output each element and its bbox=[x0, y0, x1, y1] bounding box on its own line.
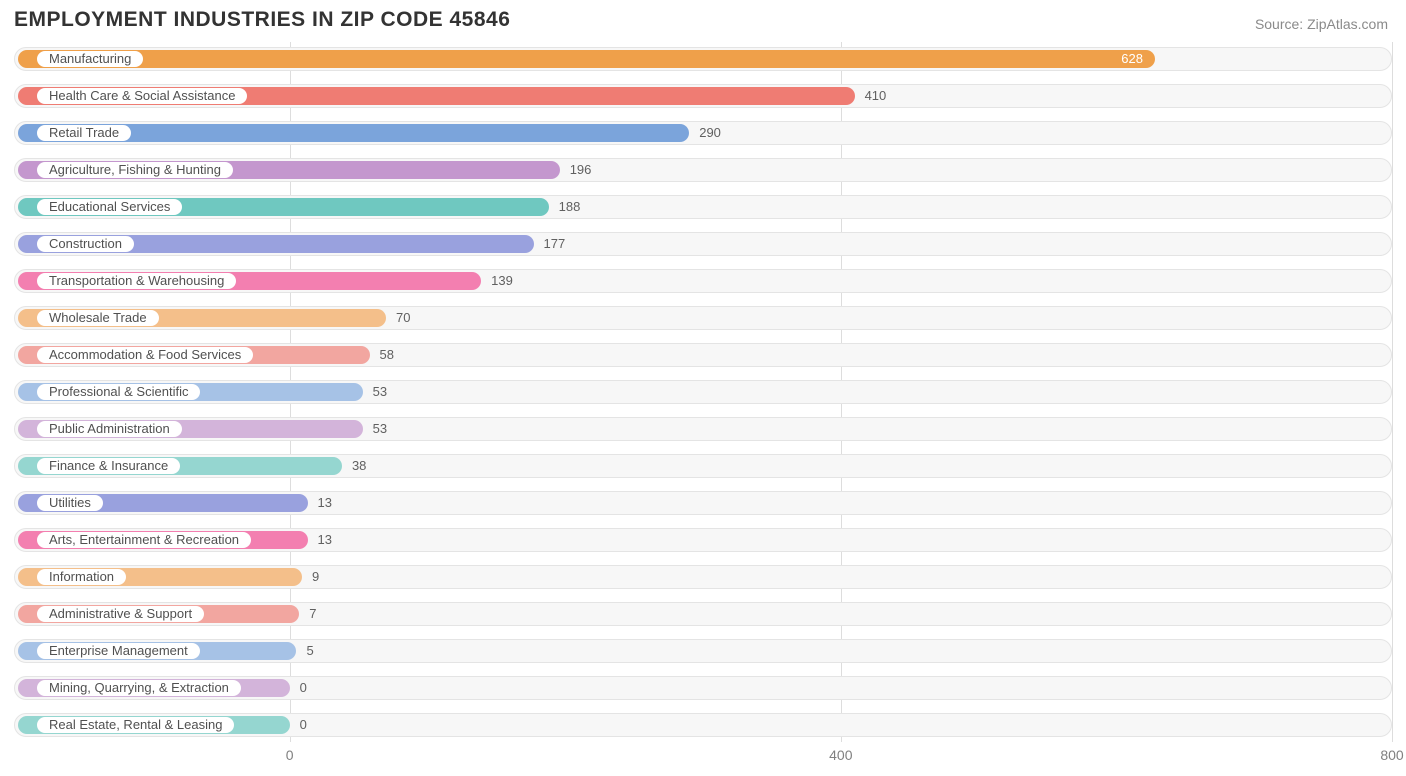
bar-value: 177 bbox=[544, 235, 566, 253]
bar-label: Arts, Entertainment & Recreation bbox=[36, 531, 252, 549]
bar-value: 196 bbox=[570, 161, 592, 179]
bar-value: 38 bbox=[352, 457, 366, 475]
bar-row: Manufacturing 628 bbox=[14, 44, 1392, 74]
bar-row: Enterprise Management 5 bbox=[14, 636, 1392, 666]
bar-value: 13 bbox=[318, 494, 332, 512]
bar-row: Educational Services 188 bbox=[14, 192, 1392, 222]
bar-fill bbox=[18, 50, 1155, 68]
bar-row: Construction 177 bbox=[14, 229, 1392, 259]
bar-row: Utilities 13 bbox=[14, 488, 1392, 518]
bar-row: Public Administration 53 bbox=[14, 414, 1392, 444]
bar-label: Information bbox=[36, 568, 127, 586]
chart-source: Source: ZipAtlas.com bbox=[1255, 16, 1388, 32]
bar-value: 58 bbox=[380, 346, 394, 364]
chart-bars: Manufacturing 628 Health Care & Social Ass… bbox=[14, 42, 1392, 740]
bar-row: Professional & Scientific 53 bbox=[14, 377, 1392, 407]
bar-value: 139 bbox=[491, 272, 513, 290]
bar-value: 13 bbox=[318, 531, 332, 549]
bar-label: Retail Trade bbox=[36, 124, 132, 142]
bar-value: 53 bbox=[373, 383, 387, 401]
bar-row: Real Estate, Rental & Leasing 0 bbox=[14, 710, 1392, 740]
bar-row: Administrative & Support 7 bbox=[14, 599, 1392, 629]
bar-label: Accommodation & Food Services bbox=[36, 346, 254, 364]
bar-row: Agriculture, Fishing & Hunting 196 bbox=[14, 155, 1392, 185]
bar-label: Agriculture, Fishing & Hunting bbox=[36, 161, 234, 179]
bar-label: Public Administration bbox=[36, 420, 183, 438]
bar-value: 70 bbox=[396, 309, 410, 327]
bar-label: Professional & Scientific bbox=[36, 383, 201, 401]
bar-row: Finance & Insurance 38 bbox=[14, 451, 1392, 481]
bar-row: Accommodation & Food Services 58 bbox=[14, 340, 1392, 370]
bar-label: Finance & Insurance bbox=[36, 457, 181, 475]
bar-row: Arts, Entertainment & Recreation 13 bbox=[14, 525, 1392, 555]
bar-row: Wholesale Trade 70 bbox=[14, 303, 1392, 333]
bar-row: Transportation & Warehousing 139 bbox=[14, 266, 1392, 296]
bar-label: Utilities bbox=[36, 494, 104, 512]
bar-value: 5 bbox=[306, 642, 313, 660]
bar-label: Enterprise Management bbox=[36, 642, 201, 660]
bar-value: 53 bbox=[373, 420, 387, 438]
bar-value: 9 bbox=[312, 568, 319, 586]
bar-label: Administrative & Support bbox=[36, 605, 205, 623]
bar-label: Construction bbox=[36, 235, 135, 253]
bar-value: 7 bbox=[309, 605, 316, 623]
x-axis: 0400800 bbox=[14, 747, 1392, 771]
bar-value: 290 bbox=[699, 124, 721, 142]
bar-label: Manufacturing bbox=[36, 50, 144, 68]
bar-row: Information 9 bbox=[14, 562, 1392, 592]
bar-row: Health Care & Social Assistance 410 bbox=[14, 81, 1392, 111]
x-tick: 800 bbox=[1380, 747, 1403, 763]
bar-value: 410 bbox=[865, 87, 887, 105]
bar-label: Real Estate, Rental & Leasing bbox=[36, 716, 235, 734]
bar-row: Retail Trade 290 bbox=[14, 118, 1392, 148]
chart-area: Manufacturing 628 Health Care & Social Ass… bbox=[14, 42, 1392, 742]
bar-label: Wholesale Trade bbox=[36, 309, 160, 327]
x-tick: 400 bbox=[829, 747, 852, 763]
bar-value: 0 bbox=[300, 716, 307, 734]
bar-label: Mining, Quarrying, & Extraction bbox=[36, 679, 242, 697]
gridline bbox=[1392, 42, 1393, 742]
bar-label: Educational Services bbox=[36, 198, 183, 216]
bar-value: 0 bbox=[300, 679, 307, 697]
x-tick: 0 bbox=[286, 747, 294, 763]
bar-label: Transportation & Warehousing bbox=[36, 272, 237, 290]
bar-label: Health Care & Social Assistance bbox=[36, 87, 248, 105]
bar-value: 628 bbox=[1121, 50, 1143, 68]
chart-title: EMPLOYMENT INDUSTRIES IN ZIP CODE 45846 bbox=[14, 8, 510, 32]
bar-row: Mining, Quarrying, & Extraction 0 bbox=[14, 673, 1392, 703]
bar-value: 188 bbox=[559, 198, 581, 216]
